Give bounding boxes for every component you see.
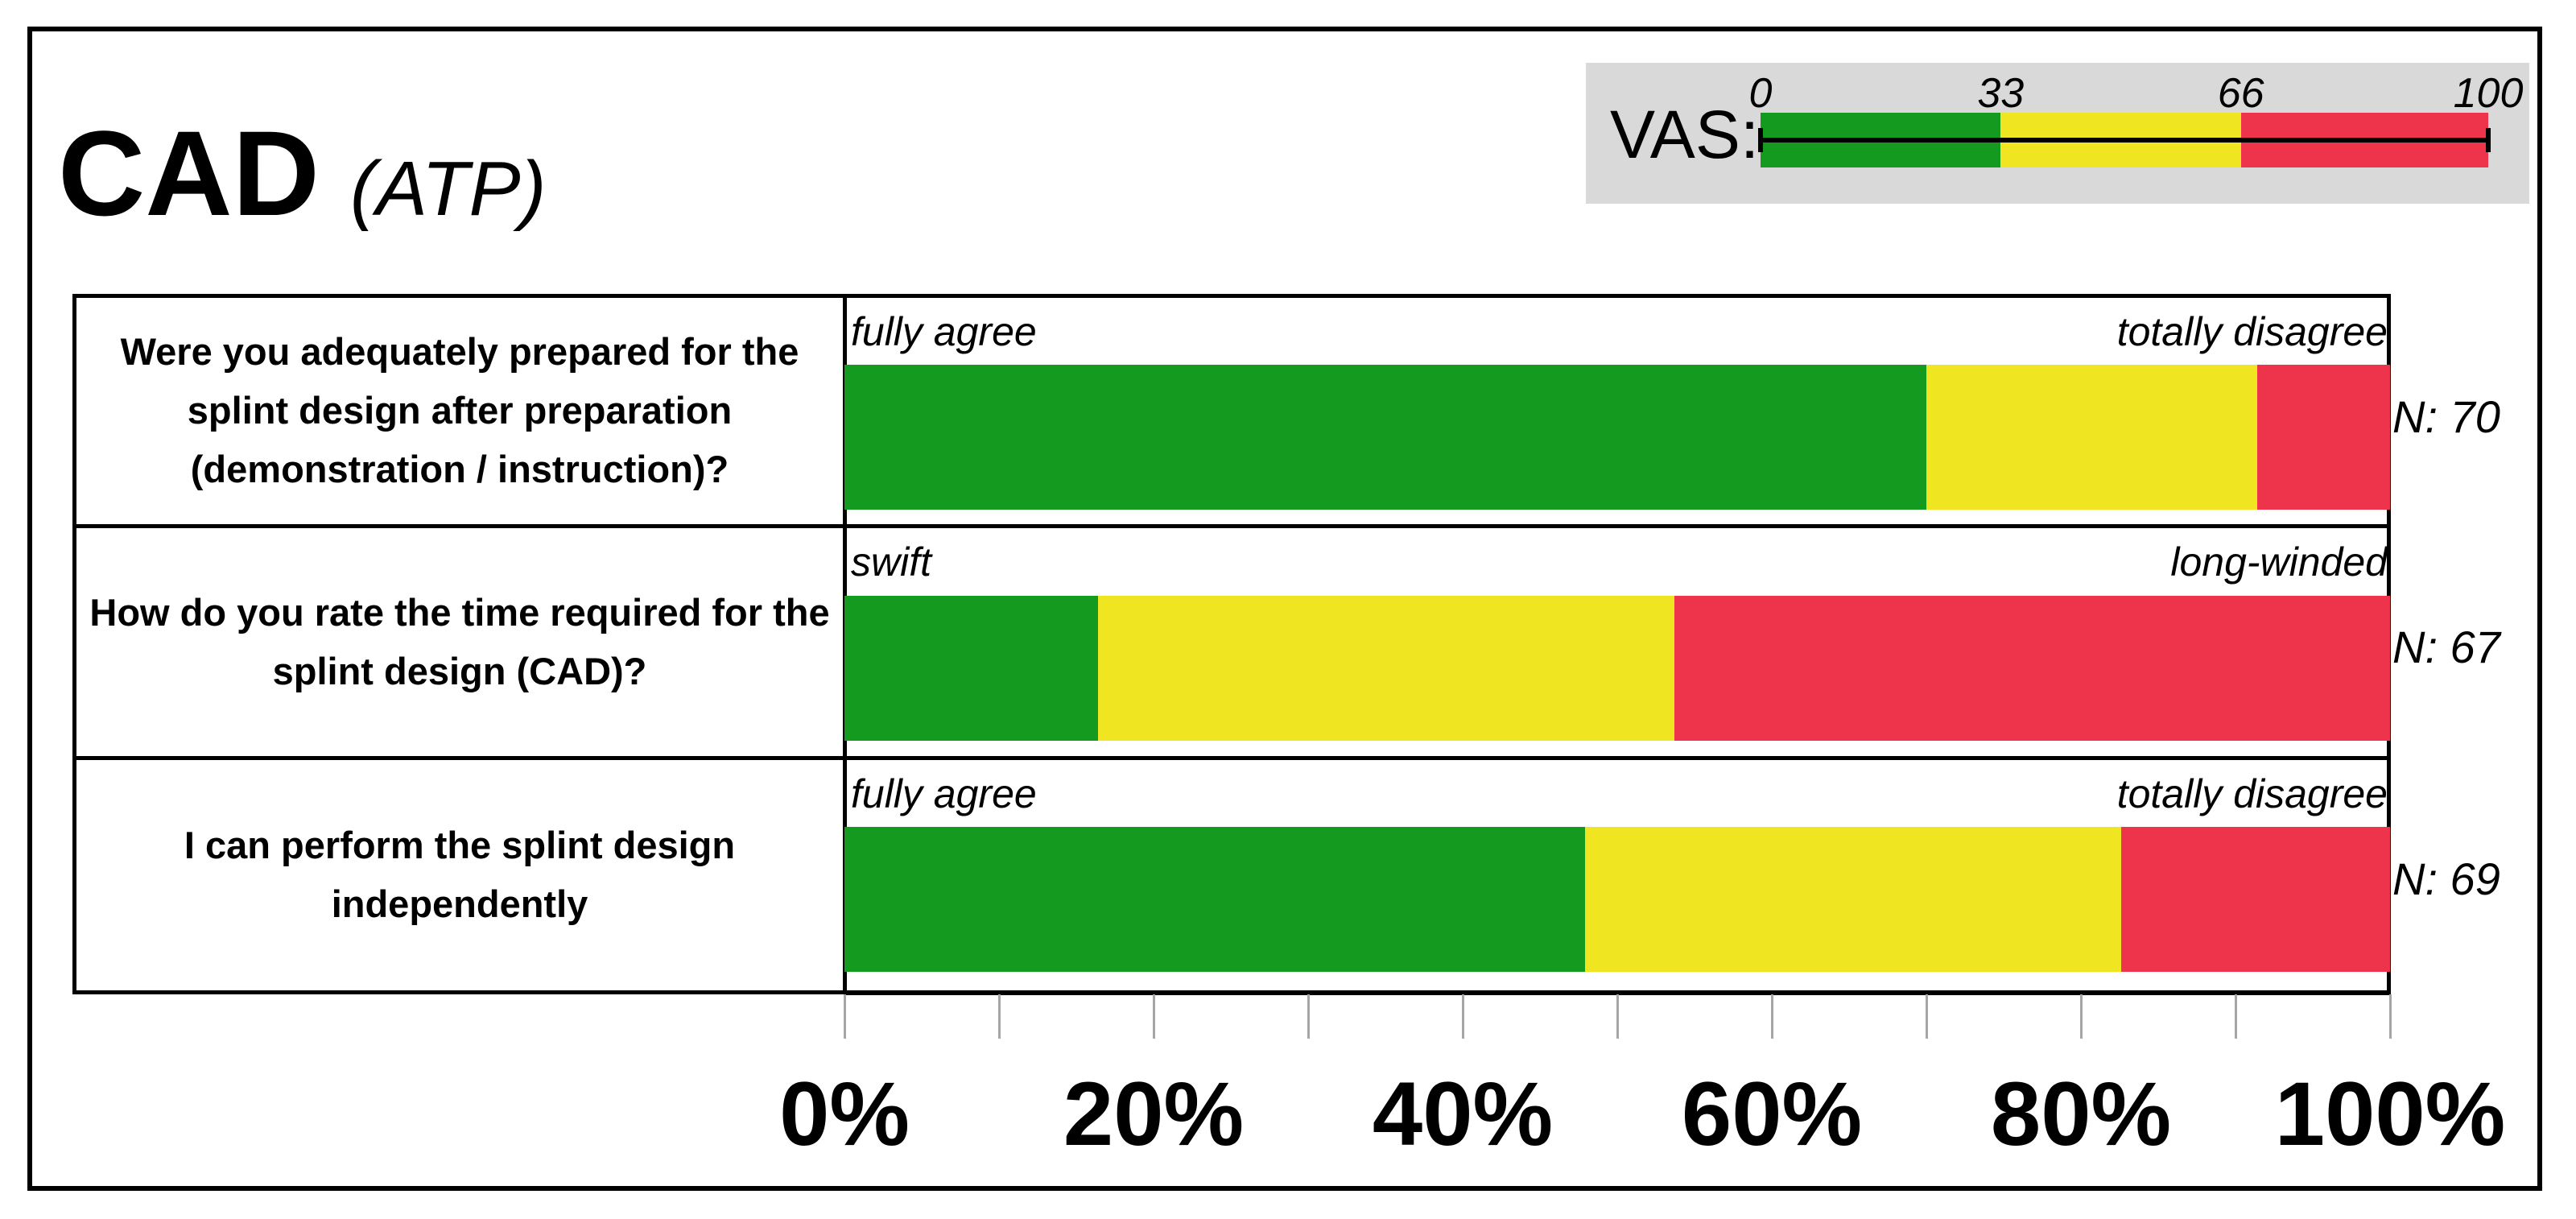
row-divider [72, 524, 2391, 528]
anchor-right-3: totally disagree [2116, 771, 2388, 816]
bar-q1-seg3 [2256, 365, 2390, 510]
x-tick-label: 80% [1990, 1064, 2172, 1164]
bar-q2-seg3 [1674, 596, 2390, 741]
vas-tick-label: 0 [1748, 70, 1773, 117]
title-main: CAD [58, 105, 320, 241]
x-tick [2235, 994, 2237, 1039]
bar-q1-seg2 [1926, 365, 2257, 510]
anchor-right-2: long-winded [2170, 539, 2388, 585]
x-tick-label: 40% [1372, 1064, 1554, 1164]
bar-q3-seg3 [2120, 827, 2390, 972]
x-axis-baseline [844, 993, 2390, 995]
vas-tick-label: 100 [2453, 70, 2524, 117]
anchor-left-2: swift [851, 539, 931, 585]
x-tick [2080, 994, 2083, 1039]
anchor-left-3: fully agree [851, 771, 1037, 816]
chart-title: CAD (ATP) [58, 113, 547, 233]
vas-scale-line [1758, 138, 2491, 143]
x-tick [1926, 994, 1928, 1039]
bar-q2-seg1 [844, 596, 1098, 741]
vas-tick-label: 33 [1977, 70, 2025, 117]
title-subtitle: (ATP) [349, 146, 547, 232]
x-tick [1153, 994, 1155, 1039]
question-1: Were you adequately prepared for the spl… [120, 330, 799, 490]
bar-q1-seg1 [844, 365, 1926, 510]
chart-frame [27, 27, 2542, 1191]
x-tick-label: 20% [1063, 1064, 1245, 1164]
anchor-left-1: fully agree [851, 309, 1037, 354]
x-tick-label: 0% [779, 1064, 910, 1164]
n-label-1: N: 70 [2392, 391, 2500, 442]
x-tick-label: 60% [1681, 1064, 1863, 1164]
bar-q3-seg2 [1584, 827, 2121, 972]
question-3: I can perform the splint design independ… [184, 824, 736, 925]
vas-tick-label: 66 [2217, 70, 2264, 117]
n-label-3: N: 69 [2392, 853, 2500, 904]
bar-q3-seg1 [844, 827, 1585, 972]
anchor-right-1: totally disagree [2116, 309, 2388, 354]
bar-q2-seg2 [1097, 596, 1675, 741]
x-tick [2389, 994, 2392, 1039]
x-tick [844, 994, 846, 1039]
x-tick-label: 100% [2274, 1064, 2506, 1164]
x-tick [1771, 994, 1773, 1039]
x-tick [998, 994, 1001, 1039]
row-divider [72, 756, 2391, 760]
x-tick [1616, 994, 1619, 1039]
n-label-2: N: 67 [2392, 622, 2500, 672]
x-tick [1462, 994, 1464, 1039]
x-tick [1307, 994, 1310, 1039]
vas-legend-label: VAS: [1610, 97, 1760, 172]
question-2: How do you rate the time required for th… [89, 590, 830, 692]
